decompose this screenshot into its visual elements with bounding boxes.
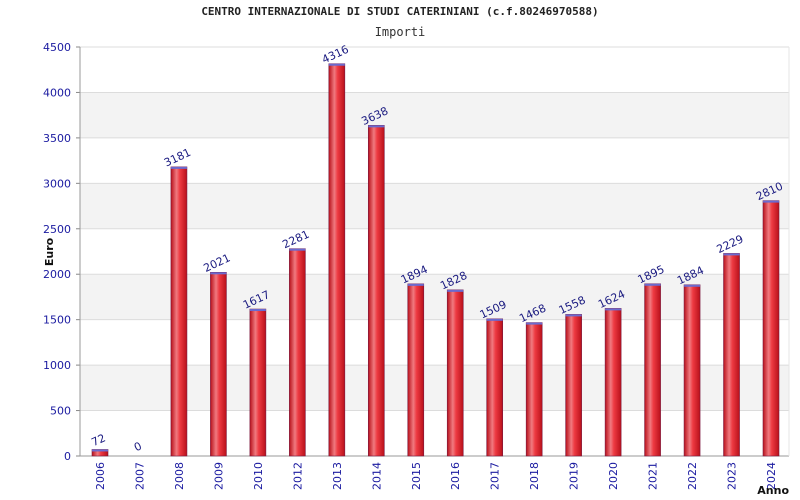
- bar: [289, 248, 306, 457]
- x-tick-labels: 2006 2007 2008 2009 2010 2012 2013 2014 2015 2016…: [94, 462, 778, 490]
- chart-subtitle: Importi: [374, 25, 426, 39]
- x-tick-label: 2019: [568, 462, 581, 490]
- bar: [723, 253, 740, 457]
- x-tick-label: 2021: [647, 462, 660, 490]
- y-tick-label: 500: [50, 405, 71, 418]
- grid-band: [80, 365, 789, 411]
- grid-band: [80, 47, 789, 93]
- y-tick-label: 3000: [43, 177, 71, 190]
- grid-band: [80, 137, 789, 184]
- x-tick-label: 2006: [94, 462, 107, 490]
- x-tick-label: 2024: [765, 462, 778, 490]
- x-tick-label: 2007: [133, 462, 146, 490]
- y-tick-label: 3500: [43, 132, 71, 145]
- bar: [446, 289, 464, 457]
- bar: [328, 63, 346, 457]
- x-axis-label: Anno: [757, 484, 789, 497]
- bars: [91, 63, 780, 457]
- bar-cap: [565, 314, 582, 317]
- data-label: 72: [89, 431, 107, 449]
- x-tick-label: 2018: [528, 462, 541, 490]
- grid-band: [80, 274, 789, 320]
- x-tick-label: 2012: [291, 462, 304, 490]
- bar-cap: [407, 283, 424, 286]
- bar-cap: [447, 289, 464, 292]
- y-tick-label: 4500: [43, 41, 71, 54]
- y-axis-label: Euro: [43, 237, 56, 266]
- y-tick-label: 2500: [43, 223, 71, 236]
- y-tick-label: 4000: [43, 86, 71, 99]
- bar-cap: [486, 318, 503, 321]
- x-tick-label: 2015: [410, 462, 423, 490]
- y-tick-label: 0: [64, 450, 71, 463]
- y-tick-label: 1500: [43, 314, 71, 327]
- x-tick-label: 2010: [252, 462, 265, 490]
- bar: [604, 308, 622, 457]
- bar: [486, 318, 504, 457]
- x-tick-label: 2023: [726, 462, 739, 490]
- bar: [644, 283, 661, 457]
- grid-bands: [80, 47, 789, 456]
- axes: [79, 47, 790, 457]
- bar-cap: [249, 309, 266, 312]
- x-tick-label: 2022: [686, 462, 699, 490]
- bar: [762, 200, 780, 457]
- y-tick-label: 2000: [43, 268, 71, 281]
- bar-cap: [289, 248, 306, 251]
- bar-cap: [763, 200, 779, 203]
- bar-cap: [644, 283, 661, 286]
- x-tick-label: 2008: [173, 462, 186, 490]
- bar: [525, 322, 543, 457]
- x-tick-label: 2016: [449, 462, 462, 490]
- bar: [170, 166, 188, 457]
- grid-band: [80, 319, 789, 366]
- bar: [407, 283, 425, 457]
- grid-band: [80, 92, 789, 138]
- bar: [249, 308, 267, 457]
- bar: [565, 314, 582, 457]
- bar-cap: [328, 63, 345, 66]
- y-tick-labels: 0 500 1000 1500 2000 2500 3000 3500 4000 4500: [43, 41, 71, 463]
- bar-cap: [210, 272, 227, 275]
- grid-band: [80, 183, 789, 229]
- x-tick-label: 2013: [331, 462, 344, 490]
- bar: [367, 125, 385, 457]
- x-tick-label: 2017: [489, 462, 502, 490]
- bar-cap: [684, 284, 701, 287]
- bar-cap: [723, 253, 740, 256]
- bar-cap: [526, 322, 543, 325]
- x-tick-label: 2014: [370, 462, 383, 490]
- bar-cap: [605, 308, 622, 311]
- chart-title: CENTRO INTERNAZIONALE DI STUDI CATERINIA…: [201, 5, 599, 18]
- y-tick-label: 1000: [43, 359, 71, 372]
- bar-cap: [170, 166, 187, 169]
- x-tick-label: 2009: [212, 462, 225, 490]
- bar-cap: [368, 125, 385, 128]
- grid-band: [80, 410, 789, 456]
- bar: [683, 284, 701, 457]
- bar-cap: [92, 449, 108, 452]
- bar: [210, 272, 227, 457]
- x-tick-label: 2020: [607, 462, 620, 490]
- data-label: 0: [132, 439, 144, 454]
- grid-band: [80, 228, 789, 275]
